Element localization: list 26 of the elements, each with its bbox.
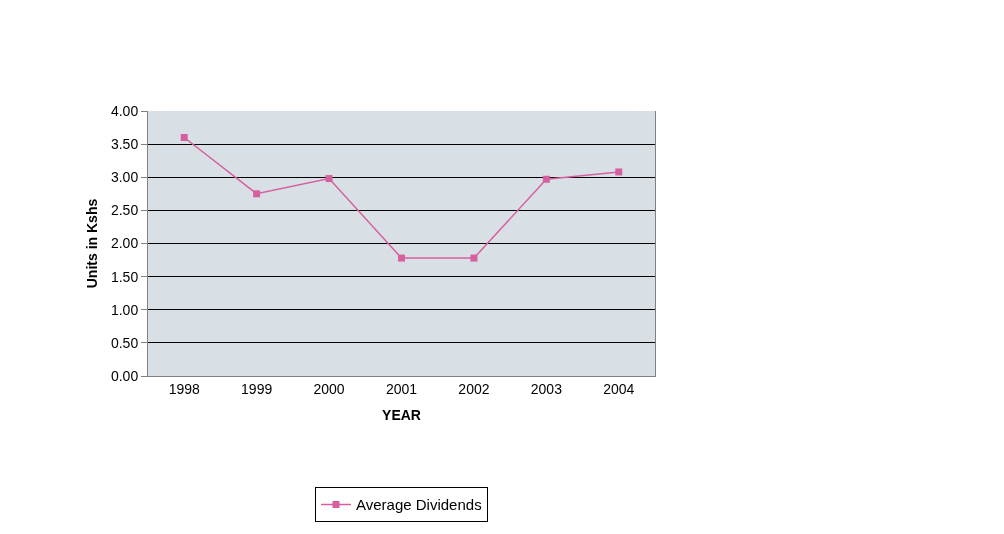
point xyxy=(325,175,333,183)
point xyxy=(542,175,550,183)
y-axis-title: Units in Kshs xyxy=(83,198,100,289)
y-tick-label: 2.50 xyxy=(110,202,139,219)
x-tick-label: 1999 xyxy=(241,380,273,397)
point xyxy=(253,190,261,198)
x-tick-label: 1998 xyxy=(168,380,200,397)
y-tick-label: 2.00 xyxy=(110,235,139,252)
y-tick-label: 3.00 xyxy=(110,169,139,186)
point xyxy=(470,254,478,262)
point xyxy=(615,168,623,176)
y-tick-label: 1.50 xyxy=(110,268,139,285)
y-tick-label: 0.00 xyxy=(110,367,139,384)
y-tick-label: 4.00 xyxy=(110,102,139,119)
x-tick-label: 2003 xyxy=(530,380,563,397)
x-tick-label: 2000 xyxy=(313,380,345,397)
point xyxy=(180,134,188,141)
x-axis-title: YEAR xyxy=(382,407,421,424)
legend-label: Average Dividends xyxy=(356,496,482,514)
y-tick-label: 0.50 xyxy=(110,334,139,351)
x-tick-label: 2002 xyxy=(458,380,490,397)
y-tick-label: 3.50 xyxy=(110,136,139,153)
y-tick-label: 1.00 xyxy=(110,301,139,318)
point xyxy=(398,254,405,262)
x-tick-label: 2001 xyxy=(385,380,418,397)
x-tick-label: 2004 xyxy=(603,380,635,397)
